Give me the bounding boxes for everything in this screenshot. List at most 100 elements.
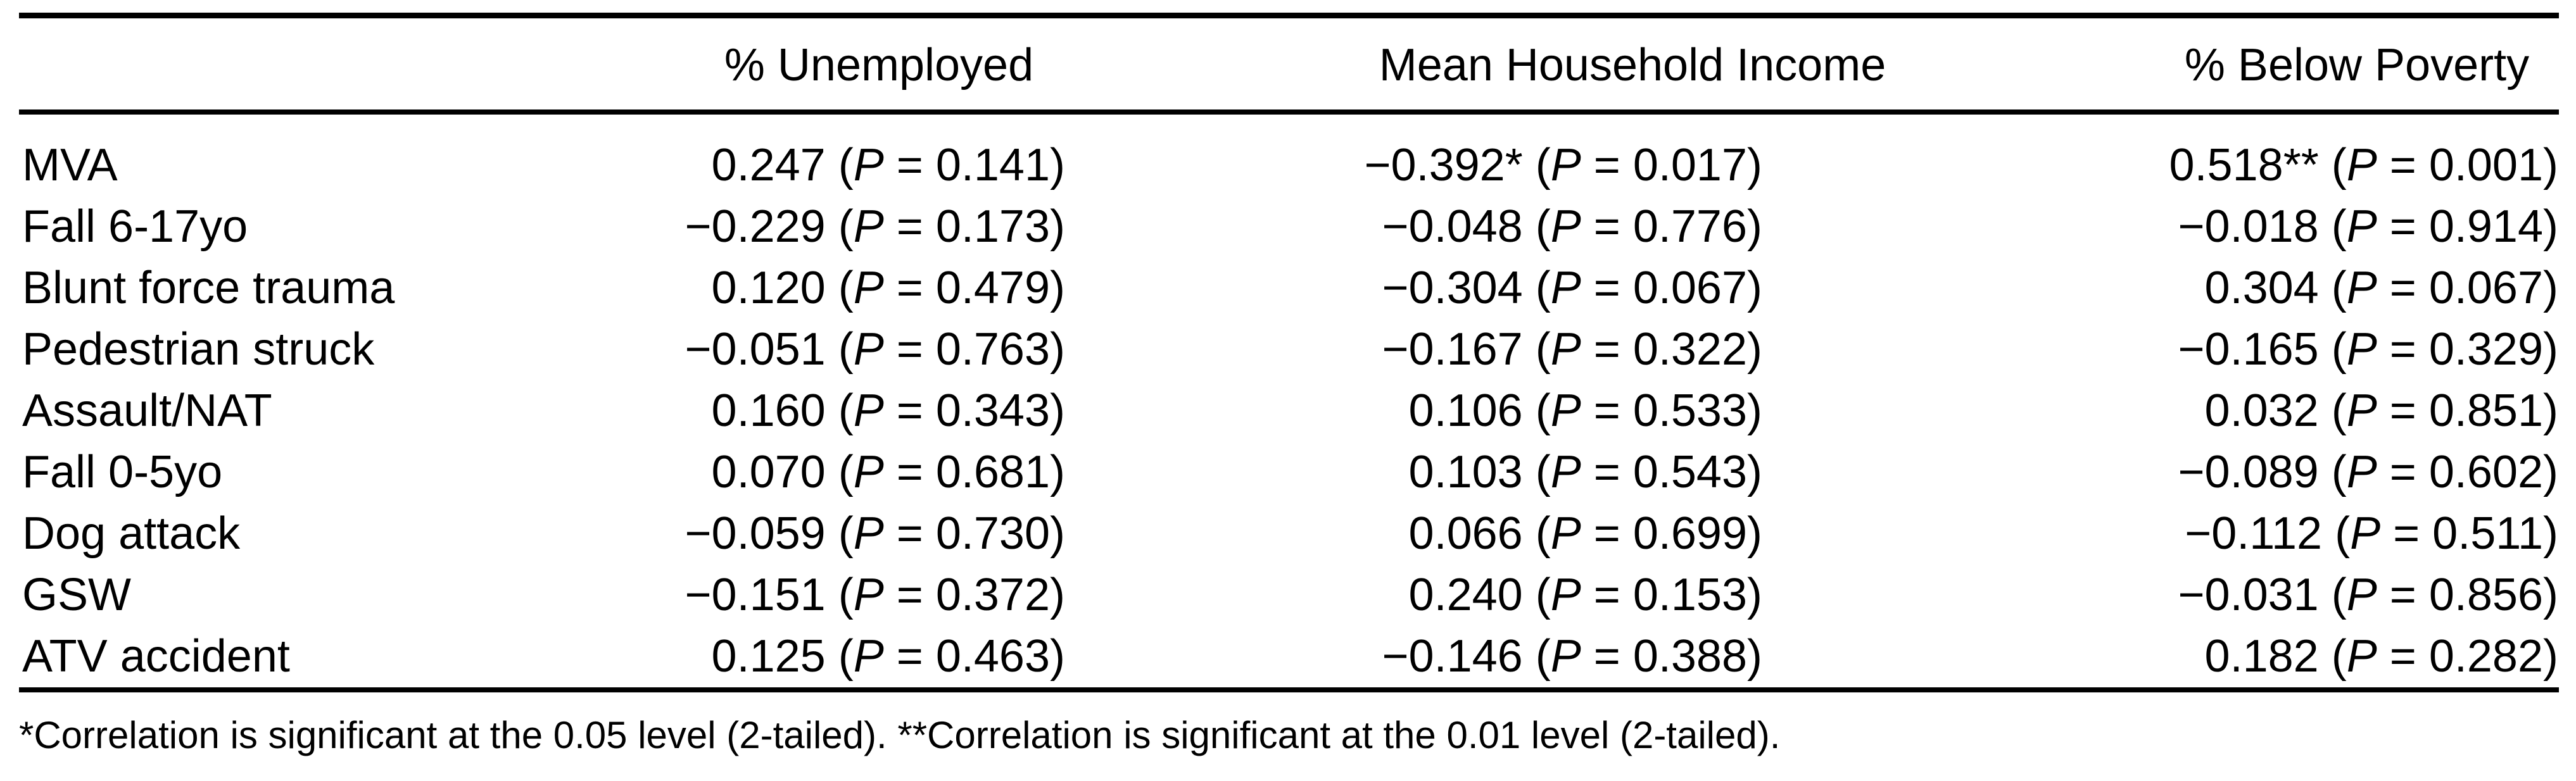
correlation-cell: −0.048 (P = 0.776)	[1065, 196, 1763, 258]
r-value: −0.048	[1382, 201, 1523, 252]
table-top-rule	[19, 13, 2559, 18]
correlation-cell: 0.247 (P = 0.141)	[592, 135, 1065, 196]
row-label: Pedestrian struck	[22, 324, 375, 375]
p-equals: =	[883, 570, 936, 620]
p-open-paren: (	[1535, 263, 1551, 313]
correlation-cell: −0.031 (P = 0.856)	[1762, 565, 2559, 626]
table-row: MVA 0.247 (P = 0.141) −0.392* (P = 0.017) 0…	[19, 135, 2559, 196]
space	[826, 447, 838, 497]
p-symbol: P	[853, 263, 884, 313]
p-equals: =	[883, 385, 936, 436]
p-close-paren: )	[1747, 447, 1762, 497]
correlation-cell: 0.106 (P = 0.533)	[1065, 380, 1762, 442]
p-value: 0.388	[1632, 631, 1748, 682]
p-close-paren: )	[1747, 631, 1762, 682]
p-value: 0.001	[2428, 140, 2544, 191]
correlation-cell: −0.146 (P = 0.388)	[1065, 626, 1763, 687]
p-open-paren: (	[838, 385, 854, 436]
correlation-cell: 0.120 (P = 0.479)	[592, 258, 1065, 319]
r-value: 0.160	[711, 385, 826, 436]
p-close-paren: )	[1747, 385, 1762, 436]
table-row: GSW −0.151 (P = 0.372) 0.240 (P = 0.153) −0…	[19, 565, 2559, 626]
correlation-cell: 0.304 (P = 0.067)	[1762, 258, 2558, 319]
r-value: 0.182	[2204, 631, 2319, 682]
table-row: ATV accident 0.125 (P = 0.463) −0.146 (P =…	[19, 626, 2559, 687]
space	[826, 508, 838, 559]
p-close-paren: )	[1747, 263, 1762, 313]
p-symbol: P	[2346, 447, 2377, 497]
r-value: −0.112	[2185, 508, 2323, 559]
p-value: 0.533	[1632, 385, 1748, 436]
p-value: 0.479	[935, 263, 1051, 313]
p-equals: =	[1581, 631, 1633, 682]
r-value: −0.089	[2178, 447, 2319, 497]
p-open-paren: (	[2331, 201, 2347, 252]
p-symbol: P	[853, 447, 884, 497]
correlation-cell: −0.165 (P = 0.329)	[1762, 319, 2559, 380]
row-label: Blunt force trauma	[22, 263, 395, 313]
space	[826, 631, 838, 682]
p-symbol: P	[2346, 385, 2377, 436]
p-open-paren: (	[2331, 447, 2347, 497]
r-value: −0.165	[2178, 324, 2319, 375]
p-value: 0.322	[1632, 324, 1748, 375]
p-symbol: P	[853, 631, 884, 682]
correlation-cell: −0.392* (P = 0.017)	[1065, 135, 1762, 196]
p-equals: =	[1581, 140, 1633, 191]
space	[826, 140, 838, 191]
p-open-paren: (	[1535, 631, 1551, 682]
space	[2319, 570, 2332, 620]
row-label: MVA	[22, 140, 118, 191]
p-equals: =	[1581, 201, 1633, 252]
p-open-paren: (	[2331, 570, 2347, 620]
p-symbol: P	[853, 385, 884, 436]
correlation-cell: −0.051 (P = 0.763)	[592, 319, 1066, 380]
p-symbol: P	[853, 140, 884, 191]
p-open-paren: (	[1535, 385, 1551, 436]
table-row: Dog attack −0.059 (P = 0.730) 0.066 (P = 0…	[19, 503, 2559, 565]
p-value: 0.067	[1632, 263, 1748, 313]
p-open-paren: (	[838, 201, 854, 252]
space	[2322, 508, 2335, 559]
r-value: −0.018	[2178, 201, 2319, 252]
p-value: 0.282	[2428, 631, 2544, 682]
p-open-paren: (	[838, 570, 854, 620]
correlation-cell: −0.151 (P = 0.372)	[592, 565, 1066, 626]
space	[2319, 324, 2332, 375]
p-symbol: P	[1550, 508, 1581, 559]
p-open-paren: (	[838, 140, 854, 191]
correlation-cell: −0.089 (P = 0.602)	[1762, 442, 2559, 503]
p-open-paren: (	[838, 263, 854, 313]
p-symbol: P	[1550, 140, 1581, 191]
p-equals: =	[2377, 324, 2429, 375]
space	[2319, 140, 2332, 191]
correlation-cell: 0.032 (P = 0.851)	[1762, 380, 2558, 442]
r-value: 0.518	[2169, 140, 2283, 191]
p-equals: =	[2377, 447, 2429, 497]
p-value: 0.543	[1632, 447, 1748, 497]
p-symbol: P	[1550, 570, 1581, 620]
p-equals: =	[883, 201, 936, 252]
p-symbol: P	[1550, 385, 1581, 436]
correlation-cell: −0.304 (P = 0.067)	[1065, 258, 1763, 319]
r-value: −0.031	[2178, 570, 2319, 620]
significance-stars: **	[2283, 140, 2319, 191]
p-close-paren: )	[1050, 201, 1065, 252]
space	[1523, 324, 1536, 375]
r-value: 0.240	[1408, 570, 1523, 620]
p-symbol: P	[2350, 508, 2381, 559]
r-value: −0.146	[1382, 631, 1523, 682]
r-value: 0.247	[711, 140, 826, 191]
p-open-paren: (	[2331, 631, 2347, 682]
p-symbol: P	[2346, 140, 2377, 191]
row-label: ATV accident	[22, 631, 290, 682]
space	[1523, 385, 1536, 436]
r-value: 0.125	[711, 631, 826, 682]
p-equals: =	[1581, 570, 1633, 620]
r-value: 0.032	[2204, 385, 2319, 436]
space	[1523, 447, 1536, 497]
space	[2319, 631, 2332, 682]
p-symbol: P	[1550, 263, 1581, 313]
p-value: 0.851	[2428, 385, 2544, 436]
p-close-paren: )	[2543, 631, 2558, 682]
